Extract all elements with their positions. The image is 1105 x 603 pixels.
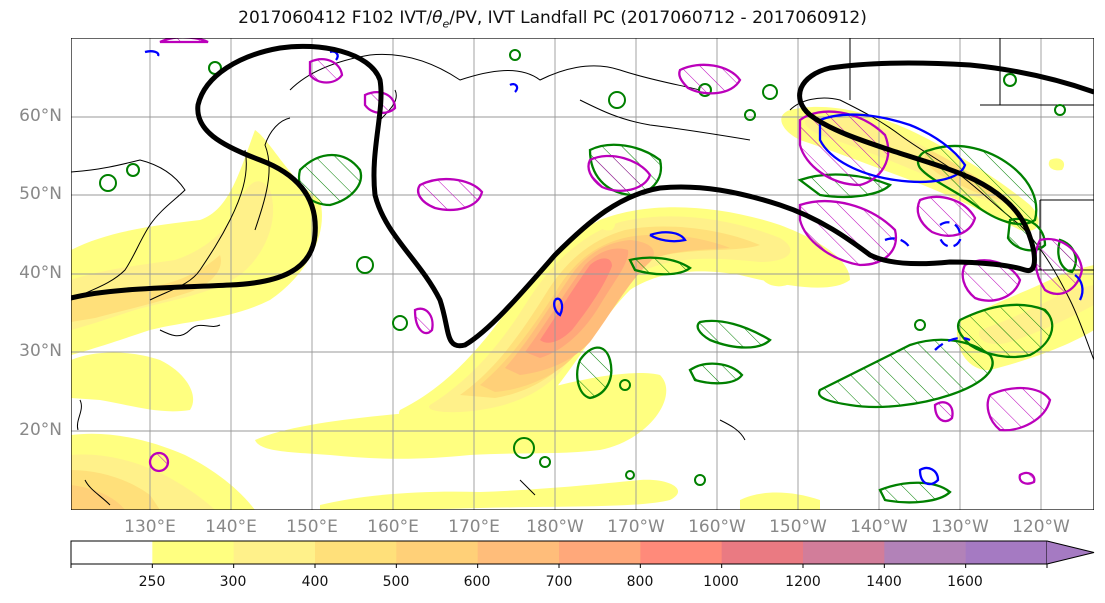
colorbar-tick-label: 600 [463, 574, 491, 590]
colorbar-tick-label: 1000 [703, 574, 739, 590]
colorbar-tick-label: 500 [382, 574, 410, 590]
lon-label-150w: 150°W [769, 517, 827, 537]
colorbar-swatch [71, 541, 153, 564]
colorbar-swatch [884, 541, 967, 564]
colorbar-swatch [152, 541, 235, 564]
colorbar-swatch [640, 541, 723, 564]
colorbar-tick-label: 1600 [947, 574, 983, 590]
magenta-contours [148, 38, 1084, 485]
colorbar-swatch [477, 541, 560, 564]
colorbar-swatch [721, 541, 804, 564]
colorbar-extend-arrow [1046, 540, 1095, 565]
colorbar-tick-label: 400 [301, 574, 329, 590]
lon-label-150e: 150°E [286, 517, 338, 537]
lat-label-60n: 60°N [19, 106, 62, 126]
colorbar-swatch [233, 541, 316, 564]
colorbar-swatch [315, 541, 397, 564]
colorbar-tick-label: 800 [626, 574, 654, 590]
colorbar-swatch [965, 541, 1048, 564]
colorbar-tick-label: 250 [138, 574, 166, 590]
graticule [71, 38, 1094, 510]
colorbar-tick-label: 1200 [785, 574, 821, 590]
colorbar-tick-label: 1400 [866, 574, 902, 590]
colorbar-swatch [396, 541, 479, 564]
lat-label-40n: 40°N [19, 263, 62, 283]
lon-label-170w: 170°W [607, 517, 665, 537]
lon-label-160w: 160°W [688, 517, 746, 537]
lat-label-50n: 50°N [19, 184, 62, 204]
lon-label-140w: 140°W [850, 517, 908, 537]
colorbar-tick-label: 700 [545, 574, 573, 590]
lon-label-140e: 140°E [205, 517, 257, 537]
colorbar-swatch [803, 541, 885, 564]
colorbar [70, 540, 1095, 568]
colorbar-swatch [559, 541, 641, 564]
colorbar-tick-label: 300 [219, 574, 247, 590]
lat-label-30n: 30°N [19, 341, 62, 361]
lon-label-160e: 160°E [367, 517, 419, 537]
lon-label-130e: 130°E [124, 517, 176, 537]
lon-label-180w: 180°W [526, 517, 584, 537]
map-plot-area [71, 38, 1094, 510]
theta-e-contour [71, 43, 1094, 349]
lon-label-120w: 120°W [1012, 517, 1070, 537]
blue-contours [144, 50, 1084, 486]
lon-label-130w: 130°W [931, 517, 989, 537]
map-title: 2017060412 F102 IVT/θe/PV, IVT Landfall … [238, 8, 867, 31]
lat-label-20n: 20°N [19, 420, 62, 440]
lon-label-170e: 170°E [448, 517, 500, 537]
